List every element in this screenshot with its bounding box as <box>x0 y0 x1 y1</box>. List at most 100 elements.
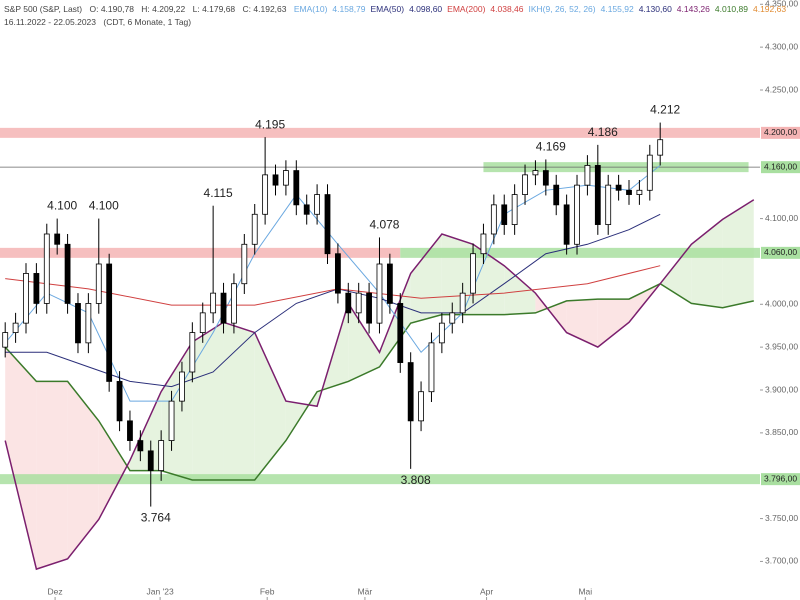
x-tick-label: Mai <box>578 586 592 596</box>
candle-body <box>563 204 570 245</box>
legend-value: 4.130,60 <box>638 4 672 14</box>
axis-panel <box>760 0 800 600</box>
legend-value: 4.155,92 <box>600 4 634 14</box>
y-tick-label: 3.700,00 <box>765 556 798 566</box>
chart-info: (CDT, 6 Monate, 1 Tag) <box>103 17 192 27</box>
candle-body <box>584 165 591 186</box>
candle-body <box>54 233 61 245</box>
candle-body <box>220 292 227 324</box>
cloud-fill <box>379 273 411 367</box>
level-band <box>0 127 760 138</box>
candle-body <box>490 204 497 235</box>
candle-body <box>397 303 404 363</box>
candle-body <box>199 312 206 333</box>
annotation: 4.078 <box>369 218 399 232</box>
candle-body <box>23 273 29 324</box>
annotation: 4.169 <box>536 140 566 154</box>
candle-body <box>324 194 331 255</box>
candle-body <box>116 381 123 422</box>
y-tick-label: 4.350,00 <box>765 0 798 9</box>
date-range: 16.11.2022 - 22.05.2023 <box>4 17 97 27</box>
annotation: 4.115 <box>204 186 233 200</box>
y-tick-label: 3.850,00 <box>765 427 798 437</box>
level-label-box <box>761 161 800 174</box>
candle-body <box>553 184 560 206</box>
y-tick-label: 3.900,00 <box>765 384 798 394</box>
candle-body <box>272 174 279 186</box>
candle-body <box>657 139 664 156</box>
ohlc: L: 4.179,68 <box>192 4 236 14</box>
level-band <box>400 247 760 258</box>
legend-value: 4.158,79 <box>332 4 366 14</box>
level-label: 4.160,00 <box>764 161 797 171</box>
candle-body <box>449 312 456 324</box>
header-row: 16.11.2022 - 22.05.2023 (CDT, 6 Monate, … <box>4 16 791 29</box>
candle-body <box>386 263 393 304</box>
cloud-fill <box>223 322 255 480</box>
candle-body <box>137 440 144 452</box>
cloud-fill <box>691 219 723 308</box>
candle-body <box>345 292 352 314</box>
candle-body <box>33 273 40 304</box>
level-label: 4.200,00 <box>764 127 797 137</box>
candle-body <box>438 322 445 344</box>
legend-name: EMA(50) <box>370 4 405 14</box>
candle-body <box>407 362 414 422</box>
candle-body <box>511 194 518 225</box>
x-tick-label: Apr <box>480 586 493 596</box>
candle-body <box>605 184 612 225</box>
candle-body <box>636 189 643 195</box>
y-tick-label: 4.000,00 <box>765 299 798 309</box>
candle-body <box>12 322 19 333</box>
ohlc: O: 4.190,78 <box>89 4 134 14</box>
candle-body <box>376 263 383 324</box>
cloud-fill <box>254 332 286 480</box>
candle-body <box>334 253 341 294</box>
level-label-box <box>761 473 800 486</box>
candle-body <box>241 243 248 285</box>
symbol: S&P 500 (S&P, Last) <box>4 4 83 14</box>
cloud-fill <box>410 234 442 324</box>
y-tick-label: 3.950,00 <box>765 341 798 351</box>
annotation: 3.808 <box>401 473 431 487</box>
candle-body <box>366 292 372 324</box>
legend-name: EMA(10) <box>293 4 328 14</box>
y-tick-label: 4.100,00 <box>765 213 798 223</box>
span-a-line <box>4 282 754 481</box>
ohlc: H: 4.209,22 <box>141 4 186 14</box>
level-band <box>0 247 401 258</box>
candle-body <box>418 391 424 422</box>
level-label: 4.060,00 <box>764 247 797 257</box>
candle-body <box>179 371 185 402</box>
ema-line <box>5 265 661 306</box>
x-tick-label: Feb <box>260 586 275 596</box>
cloud-fill <box>161 342 193 480</box>
candle-body <box>210 292 217 314</box>
ohlc: C: 4.192,63 <box>242 4 287 14</box>
annotation: 4.100 <box>47 199 77 213</box>
cloud-fill <box>98 420 130 520</box>
y-tick-label: 4.300,00 <box>765 41 798 51</box>
candle-body <box>542 170 549 186</box>
y-tick-label: 4.250,00 <box>765 84 798 94</box>
legend-name: IKH(9, 26, 52, 26) <box>528 4 596 14</box>
chart-header: S&P 500 (S&P, Last) O: 4.190,78 H: 4.209… <box>4 3 791 29</box>
candle-body <box>646 154 653 191</box>
candle-body <box>75 303 81 344</box>
candle-body <box>293 170 300 206</box>
legend-value: 4.038,46 <box>490 4 524 14</box>
annotation: 4.186 <box>588 125 618 139</box>
candle-body <box>574 184 580 245</box>
annotation: 4.100 <box>89 199 119 213</box>
level-label: 3.796,00 <box>764 473 797 483</box>
cloud-fill <box>67 381 99 559</box>
annotation: 3.764 <box>141 511 171 525</box>
candle-body <box>355 292 362 314</box>
candle-body <box>2 332 9 348</box>
level-label-box <box>761 126 800 139</box>
candle-body <box>158 440 165 471</box>
candle-body <box>314 194 320 215</box>
candle-body <box>95 263 102 304</box>
